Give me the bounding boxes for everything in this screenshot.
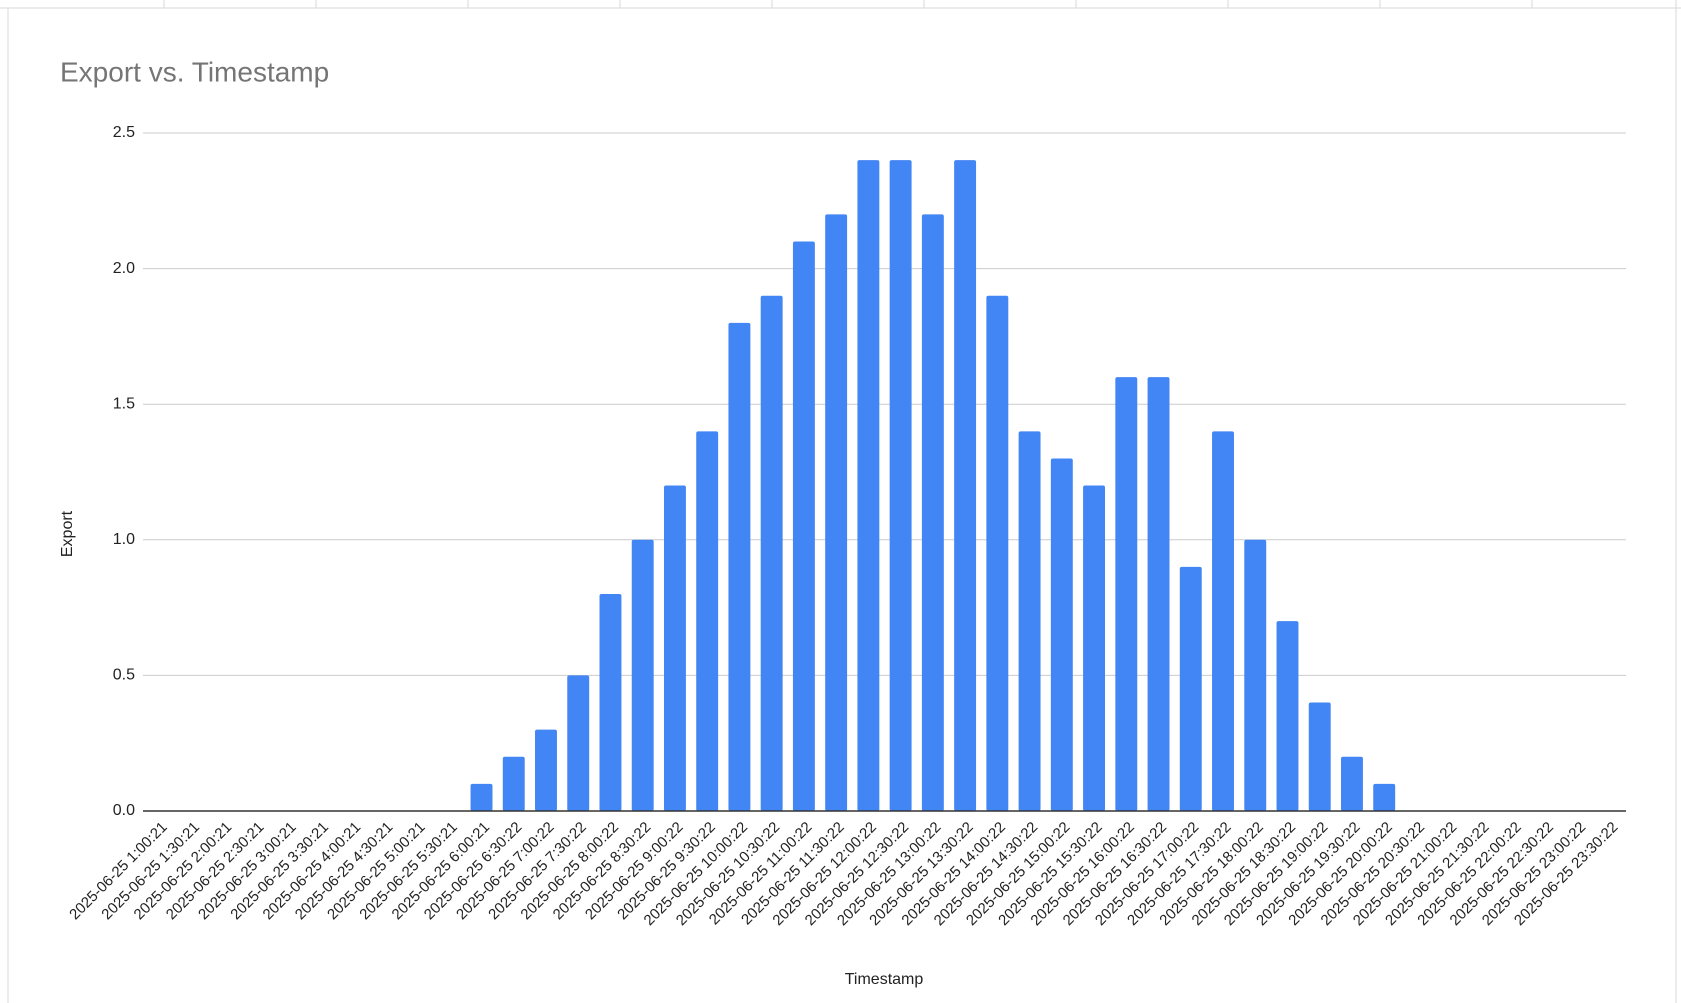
y-tick-label: 2.0 [113, 260, 135, 277]
bar [857, 160, 880, 811]
y-tick-label: 1.0 [113, 531, 135, 548]
bar [1373, 783, 1396, 811]
bar [792, 241, 815, 812]
bar [921, 214, 944, 812]
bar [1341, 756, 1363, 811]
bar [696, 431, 719, 811]
bar [954, 160, 977, 811]
bar [1018, 431, 1041, 811]
x-axis-label: Timestamp [845, 971, 924, 988]
bar [1308, 702, 1331, 811]
bar [760, 295, 783, 812]
bar [889, 160, 912, 811]
bar [1147, 377, 1170, 811]
bar [986, 295, 1009, 812]
bar [663, 485, 686, 811]
bar [1115, 377, 1138, 811]
bar [470, 783, 493, 811]
bar [631, 539, 654, 811]
bar [1244, 539, 1267, 811]
bar [1212, 431, 1234, 811]
chart-title: Export vs. Timestamp [60, 56, 329, 87]
bar [728, 322, 751, 811]
bar [1050, 458, 1073, 811]
bar [1276, 621, 1299, 811]
y-tick-label: 1.5 [113, 395, 135, 412]
y-axis-label: Export [59, 510, 76, 557]
bar [502, 756, 525, 811]
bar [599, 594, 622, 811]
bar [567, 675, 590, 811]
bar [535, 729, 557, 811]
bar [1083, 485, 1106, 811]
y-tick-label: 2.5 [113, 124, 135, 141]
y-tick-label: 0.5 [113, 667, 135, 684]
y-tick-label: 0.0 [113, 802, 135, 819]
bar [1179, 566, 1202, 811]
bar [825, 214, 848, 812]
